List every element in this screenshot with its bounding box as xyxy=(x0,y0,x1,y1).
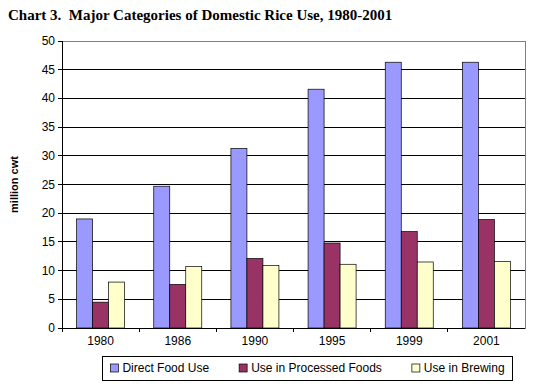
bar xyxy=(170,284,186,328)
y-tick xyxy=(58,98,62,99)
x-tick xyxy=(139,328,140,332)
y-tick-label: 45 xyxy=(42,63,56,77)
x-tick-label: 1999 xyxy=(396,334,423,348)
grid-line xyxy=(62,127,525,128)
y-axis-label: million cwt xyxy=(8,156,20,213)
grid-line xyxy=(62,213,525,214)
y-tick xyxy=(58,41,62,42)
y-tick xyxy=(58,69,62,70)
bar xyxy=(247,259,263,328)
bar xyxy=(154,186,170,328)
bar xyxy=(385,62,401,328)
bar xyxy=(231,148,247,328)
x-axis xyxy=(62,328,525,329)
bar xyxy=(478,220,494,328)
bar xyxy=(263,265,279,328)
x-tick xyxy=(216,328,217,332)
plot-frame xyxy=(62,41,525,328)
y-tick-label: 10 xyxy=(42,264,56,278)
bar xyxy=(186,267,202,328)
y-tick-label: 30 xyxy=(42,149,56,163)
y-tick xyxy=(58,328,62,329)
y-tick-label: 40 xyxy=(42,91,56,105)
legend-label: Direct Food Use xyxy=(122,361,209,375)
grid-line xyxy=(62,155,525,156)
legend-swatch xyxy=(412,364,420,372)
x-tick-label: 1995 xyxy=(319,334,346,348)
y-axis xyxy=(62,41,63,328)
bars xyxy=(77,62,511,328)
bar xyxy=(340,264,356,328)
legend-label: Use in Brewing xyxy=(424,361,505,375)
x-tick-label: 2001 xyxy=(473,334,500,348)
y-tick-label: 50 xyxy=(42,34,56,48)
bar xyxy=(401,232,417,328)
x-tick xyxy=(62,328,63,332)
bar xyxy=(308,89,324,328)
grid-line xyxy=(62,98,525,99)
bar xyxy=(109,282,125,328)
y-tick-label: 0 xyxy=(48,321,55,335)
y-tick xyxy=(58,184,62,185)
grid-line xyxy=(62,241,525,242)
bar xyxy=(324,243,340,328)
bar xyxy=(77,219,93,328)
x-tick xyxy=(370,328,371,332)
grid-line xyxy=(62,270,525,271)
grid-line xyxy=(62,328,525,329)
background xyxy=(0,0,552,388)
y-tick xyxy=(58,241,62,242)
y-tick xyxy=(58,299,62,300)
bar xyxy=(417,262,433,328)
title: Chart 3. Major Categories of Domestic Ri… xyxy=(8,7,392,23)
legend-swatch xyxy=(110,364,118,372)
x-tick xyxy=(293,328,294,332)
legend-swatch xyxy=(239,364,247,372)
grid-line xyxy=(62,184,525,185)
x-tick xyxy=(447,328,448,332)
x-tick-label: 1980 xyxy=(87,334,114,348)
y-tick xyxy=(58,127,62,128)
bar xyxy=(93,302,109,328)
y-tick xyxy=(58,155,62,156)
y-tick-label: 5 xyxy=(48,292,55,306)
y-tick-label: 35 xyxy=(42,120,56,134)
legend-box xyxy=(102,356,512,380)
y-tick-label: 20 xyxy=(42,206,56,220)
y-tick-label: 25 xyxy=(42,178,56,192)
x-tick-label: 1986 xyxy=(164,334,191,348)
chart: Chart 3. Major Categories of Domestic Ri… xyxy=(0,0,552,388)
legend-label: Use in Processed Foods xyxy=(251,361,382,375)
x-tick-label: 1990 xyxy=(242,334,269,348)
y-tick-label: 15 xyxy=(42,235,56,249)
bar xyxy=(462,62,478,328)
legend: Direct Food Use Use in Processed Foods Use… xyxy=(102,356,512,380)
grid-line xyxy=(62,69,525,70)
grid-line xyxy=(62,299,525,300)
y-tick xyxy=(58,213,62,214)
y-tick xyxy=(58,270,62,271)
bar xyxy=(494,261,510,328)
